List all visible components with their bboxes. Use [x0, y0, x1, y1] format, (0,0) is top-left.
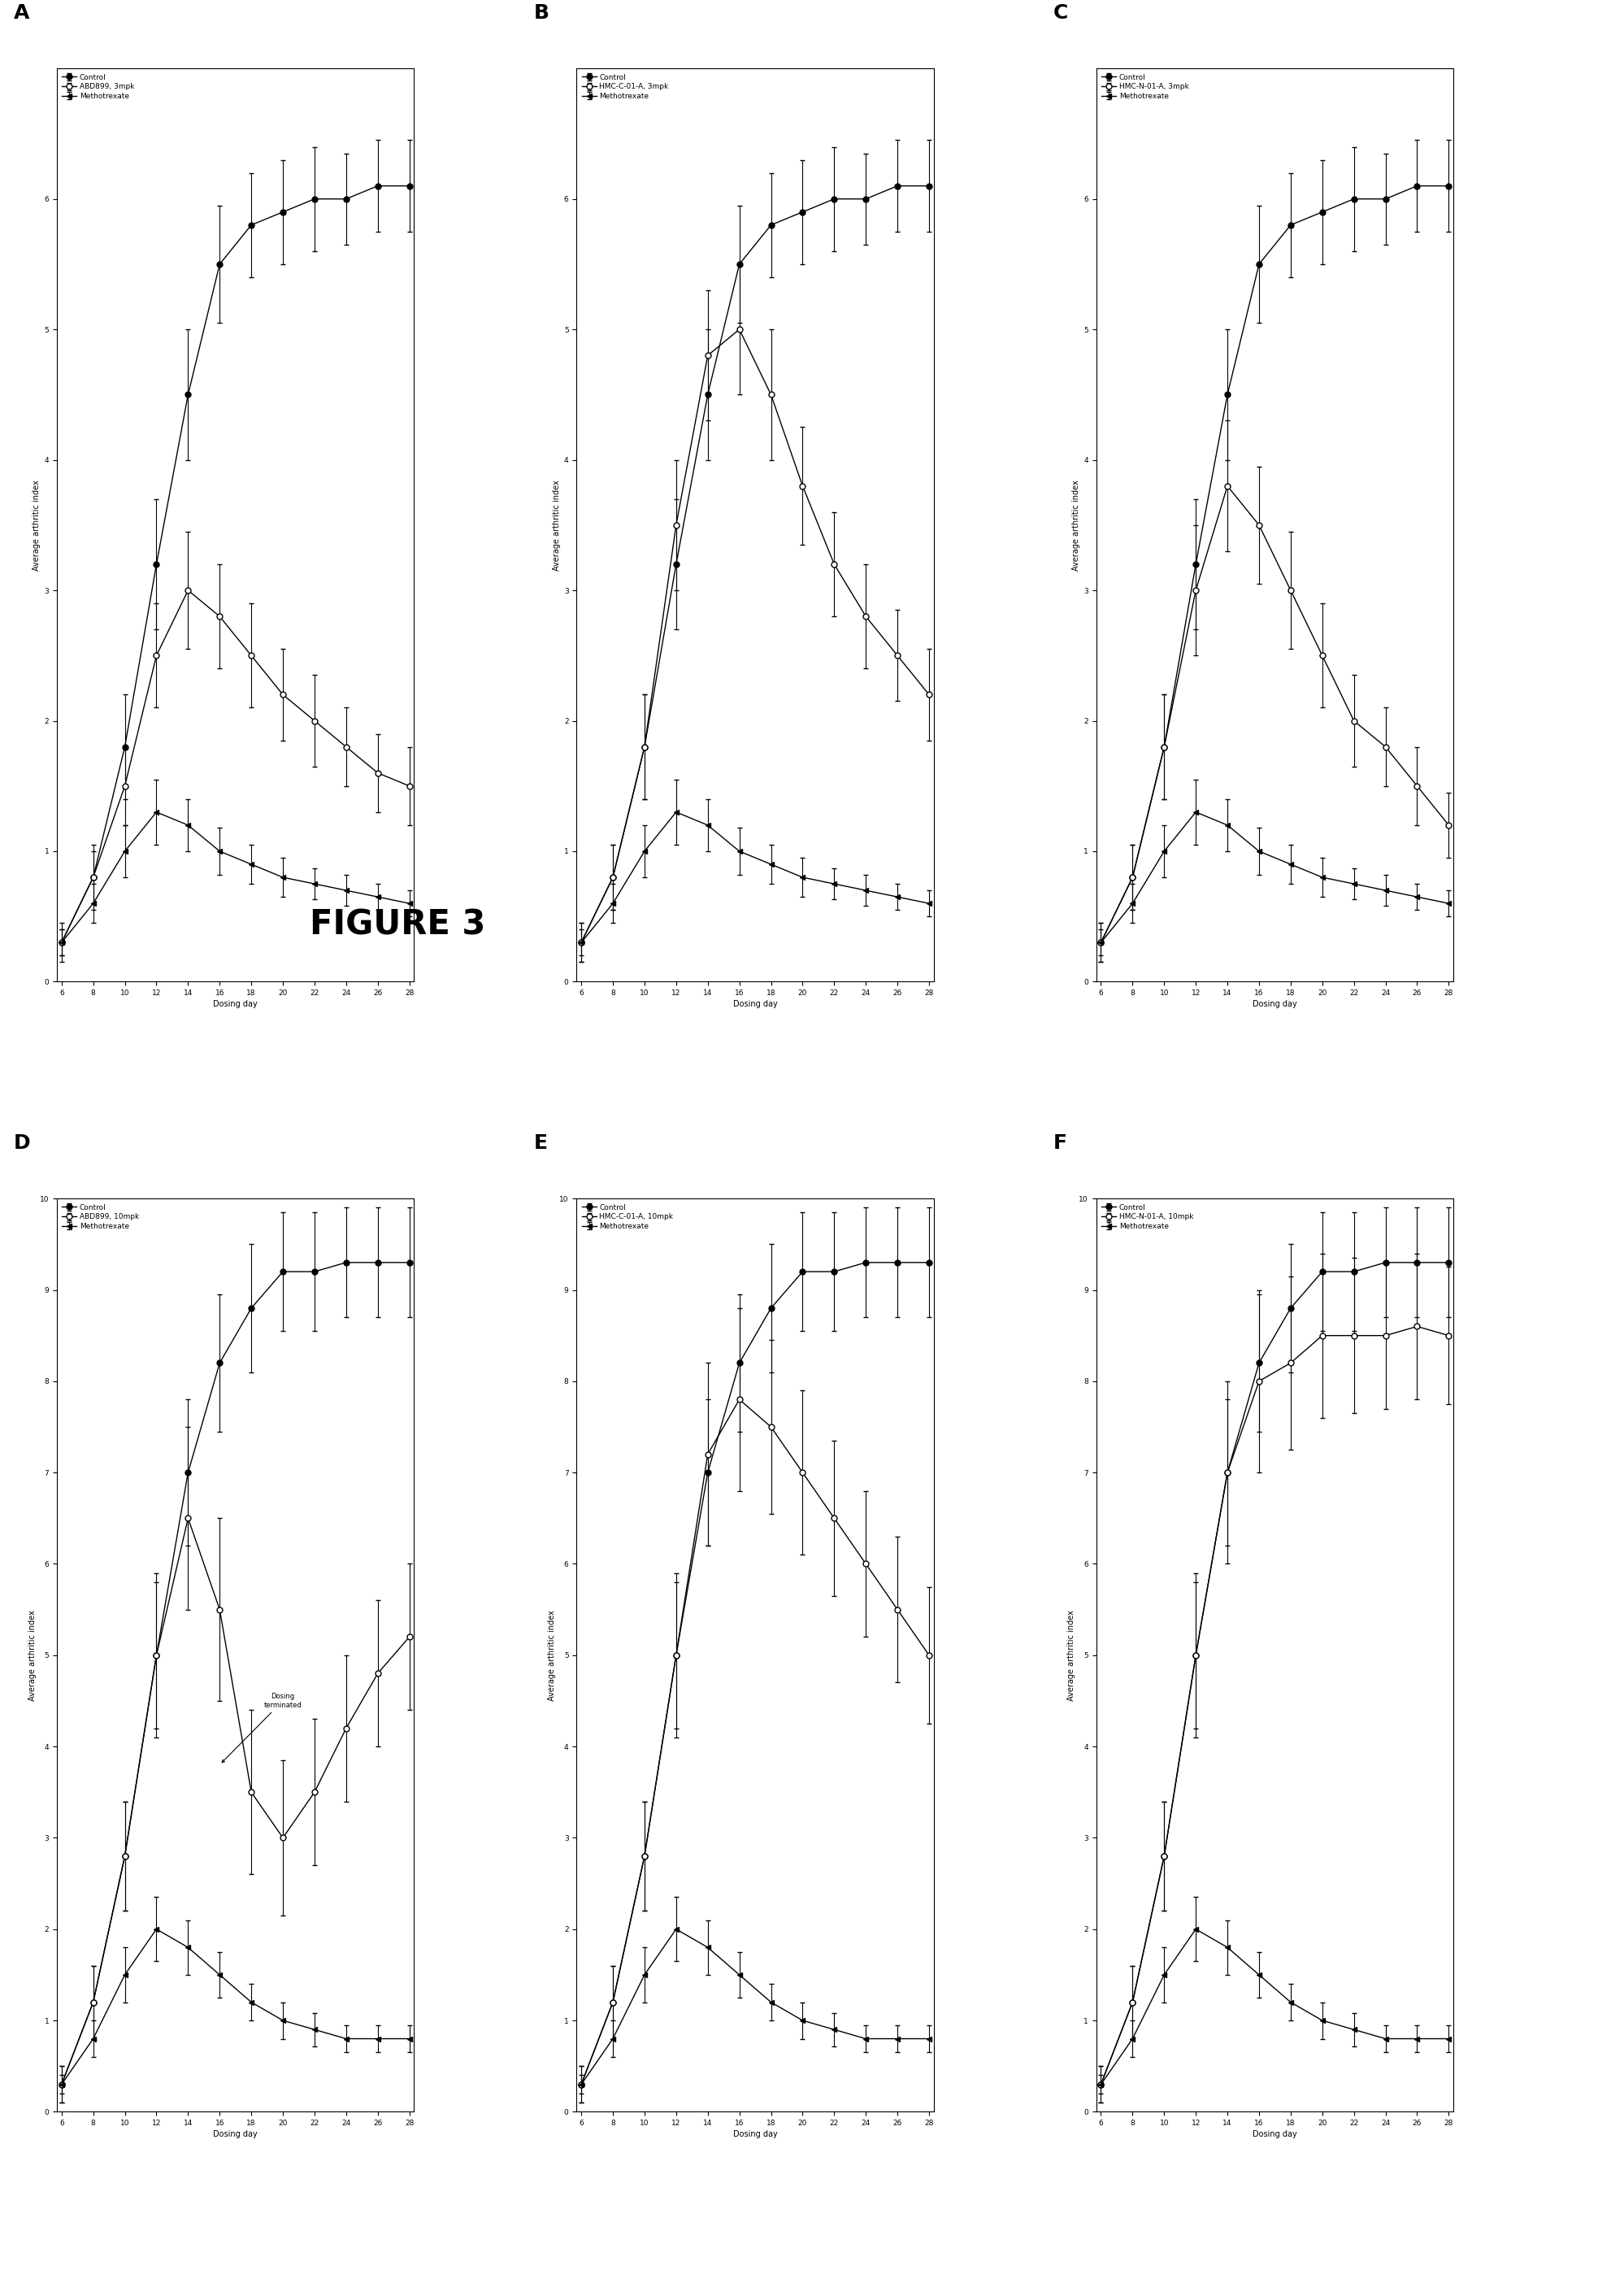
- Legend: Control, HMC-C-01-A, 3mpk, Methotrexate: Control, HMC-C-01-A, 3mpk, Methotrexate: [580, 73, 671, 100]
- Legend: Control, HMC-N-01-A, 10mpk, Methotrexate: Control, HMC-N-01-A, 10mpk, Methotrexate: [1099, 1203, 1195, 1231]
- X-axis label: Dosing day: Dosing day: [732, 2130, 778, 2139]
- Text: E: E: [534, 1132, 547, 1153]
- X-axis label: Dosing day: Dosing day: [213, 2130, 258, 2139]
- Y-axis label: Average arthritic index: Average arthritic index: [1072, 479, 1080, 571]
- Text: D: D: [15, 1132, 31, 1153]
- Y-axis label: Average arthritic index: Average arthritic index: [547, 1610, 555, 1701]
- Text: F: F: [1054, 1132, 1067, 1153]
- Y-axis label: Average arthritic index: Average arthritic index: [28, 1610, 36, 1701]
- X-axis label: Dosing day: Dosing day: [732, 1000, 778, 1009]
- X-axis label: Dosing day: Dosing day: [1252, 2130, 1298, 2139]
- Text: A: A: [15, 2, 29, 23]
- Y-axis label: Average arthritic index: Average arthritic index: [552, 479, 560, 571]
- X-axis label: Dosing day: Dosing day: [1252, 1000, 1298, 1009]
- Text: B: B: [534, 2, 549, 23]
- Y-axis label: Average arthritic index: Average arthritic index: [32, 479, 41, 571]
- Y-axis label: Average arthritic index: Average arthritic index: [1067, 1610, 1075, 1701]
- Legend: Control, HMC-N-01-A, 3mpk, Methotrexate: Control, HMC-N-01-A, 3mpk, Methotrexate: [1099, 73, 1190, 100]
- Legend: Control, ABD899, 10mpk, Methotrexate: Control, ABD899, 10mpk, Methotrexate: [60, 1203, 141, 1231]
- Text: C: C: [1054, 2, 1069, 23]
- Legend: Control, ABD899, 3mpk, Methotrexate: Control, ABD899, 3mpk, Methotrexate: [60, 73, 136, 100]
- Text: FIGURE 3: FIGURE 3: [310, 909, 486, 941]
- Legend: Control, HMC-C-01-A, 10mpk, Methotrexate: Control, HMC-C-01-A, 10mpk, Methotrexate: [580, 1203, 674, 1231]
- Text: Dosing
terminated: Dosing terminated: [222, 1694, 302, 1762]
- X-axis label: Dosing day: Dosing day: [213, 1000, 258, 1009]
